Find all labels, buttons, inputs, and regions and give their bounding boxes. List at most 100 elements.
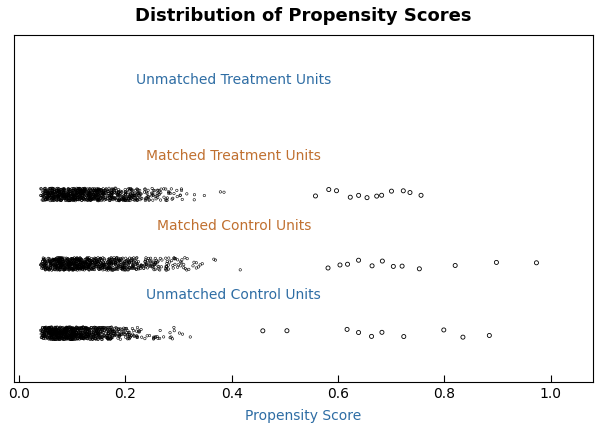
Point [104,255,114,262]
Point [99,260,109,267]
Point [97,197,106,204]
Point [116,196,126,203]
Point [61,327,71,334]
Point [82,197,92,203]
Point [62,256,72,263]
Point [41,258,50,265]
Point [50,258,59,265]
Point [140,186,149,193]
Point [106,328,116,335]
Point [83,190,93,197]
Point [119,195,129,202]
Point [121,189,130,196]
Point [54,329,64,336]
Point [52,188,61,195]
Point [175,192,185,199]
Point [59,190,68,197]
Point [46,262,55,269]
Point [90,330,100,337]
Point [64,261,74,268]
Point [95,186,104,193]
Point [50,332,59,339]
Point [73,189,82,196]
Point [53,327,63,334]
Point [83,194,92,201]
Point [52,255,62,261]
Point [103,188,113,195]
Point [79,335,89,341]
Point [107,326,117,333]
Point [70,326,80,333]
Point [164,190,173,197]
Point [41,325,51,332]
Point [60,194,70,201]
Point [121,186,130,193]
Point [98,333,108,340]
Point [47,328,57,335]
Point [47,261,57,267]
Point [79,334,89,341]
Point [110,187,119,194]
Point [130,197,139,203]
Point [121,197,130,204]
Point [136,262,146,269]
Point [125,264,134,271]
Point [161,263,171,270]
Point [52,334,61,341]
Point [72,325,82,332]
Point [66,328,76,335]
Point [55,324,65,331]
Point [41,326,50,332]
Point [63,191,73,198]
Point [125,333,135,340]
Point [93,258,103,265]
Point [37,334,47,341]
Point [53,257,62,264]
Point [60,193,70,200]
Point [88,326,98,332]
Point [66,257,76,264]
Point [115,332,124,339]
Point [65,259,74,266]
Point [80,194,90,201]
Point [52,187,61,194]
Point [78,185,88,192]
Point [110,329,119,335]
Point [122,329,131,336]
Point [51,326,61,333]
Point [82,192,92,199]
Point [65,264,75,271]
Point [62,324,72,331]
Point [323,264,333,271]
Point [49,258,58,264]
Point [47,325,57,332]
Point [61,258,70,265]
Point [46,332,56,339]
Point [73,263,83,270]
Point [55,329,64,335]
Point [62,189,72,196]
Point [85,329,95,336]
Point [132,254,142,261]
Point [86,197,95,203]
Point [44,326,53,332]
Point [48,189,58,196]
Point [55,264,65,271]
Point [58,190,68,197]
Point [43,330,53,337]
Point [100,191,109,198]
Point [57,262,67,269]
Point [36,261,46,268]
Point [106,265,116,272]
Point [39,194,49,200]
Point [64,197,73,204]
Point [65,335,74,342]
Point [189,259,199,266]
Point [85,186,95,193]
Point [63,255,73,262]
Point [51,256,61,263]
Point [61,333,70,340]
Point [56,331,66,338]
Point [103,329,113,336]
Point [82,255,92,262]
